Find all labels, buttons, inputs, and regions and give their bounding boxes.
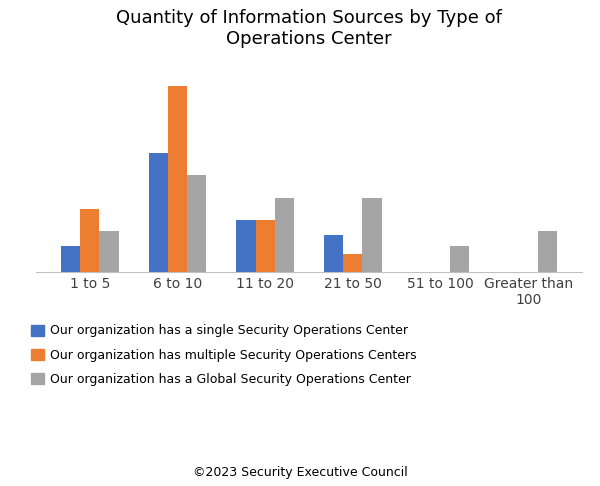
Bar [324,235,343,272]
Legend: Our organization has a single Security Operations Center, Our organization has m: Our organization has a single Security O… [31,324,417,386]
Bar [149,153,168,272]
Bar [343,254,362,272]
Bar [100,231,119,272]
Text: ©2023 Security Executive Council: ©2023 Security Executive Council [193,466,407,479]
Bar [168,86,187,272]
Bar [256,220,275,272]
Title: Quantity of Information Sources by Type of
Operations Center: Quantity of Information Sources by Type … [116,9,502,48]
Bar [362,197,382,272]
Bar [80,208,100,272]
Bar [450,246,469,272]
Bar [61,246,80,272]
Bar [275,197,294,272]
Bar [236,220,256,272]
Bar [538,231,557,272]
Bar [187,175,206,272]
